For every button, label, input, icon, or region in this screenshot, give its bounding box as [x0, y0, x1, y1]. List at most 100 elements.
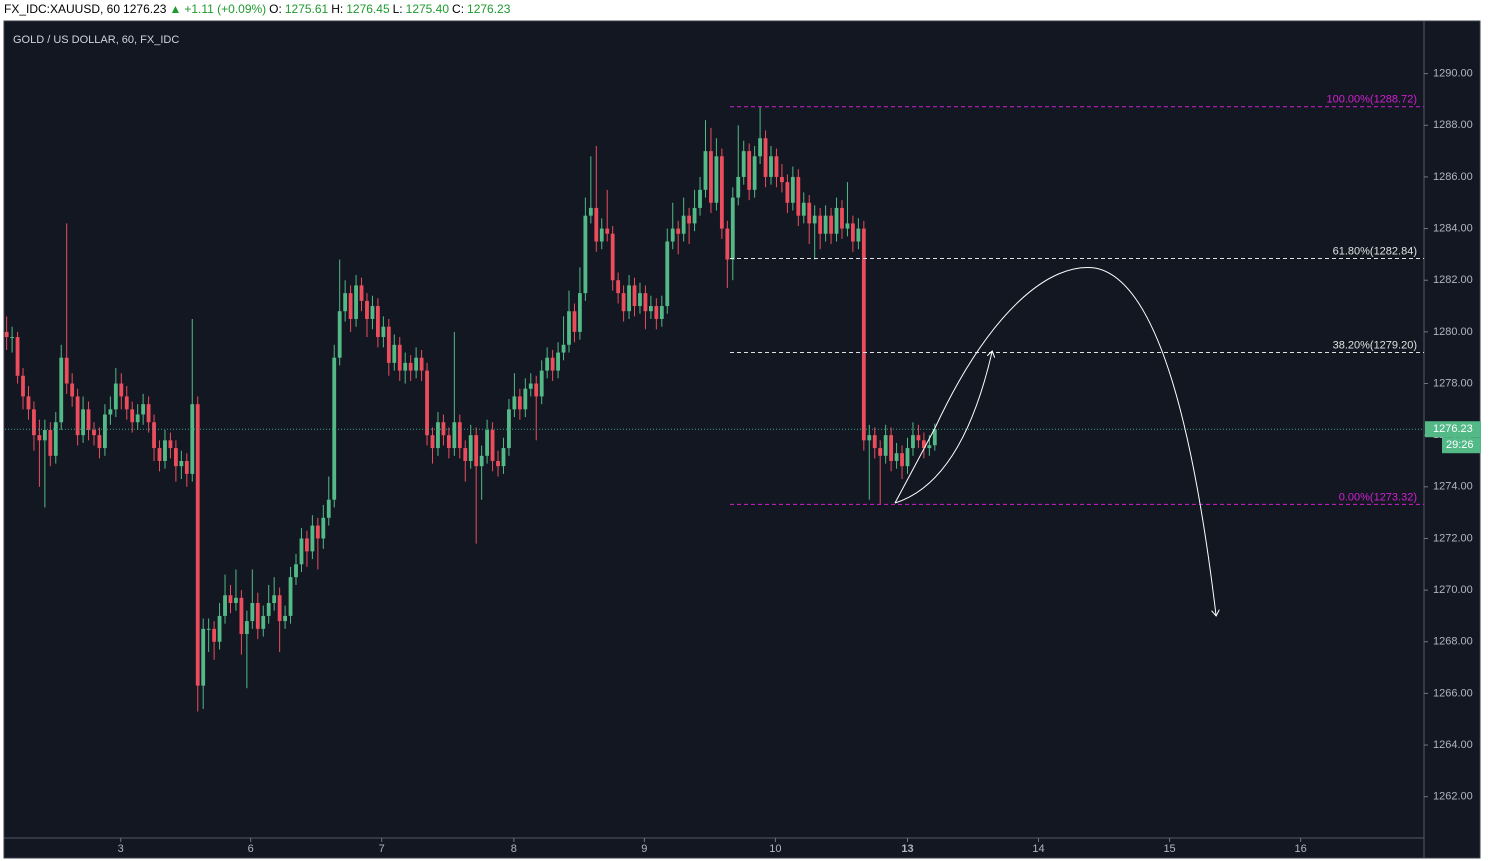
y-tick-label: 1284.00: [1433, 222, 1473, 234]
candle-body: [610, 233, 615, 281]
candle-body: [872, 435, 877, 449]
candle-body: [168, 440, 173, 449]
candle-body: [244, 621, 249, 634]
candle-body: [490, 430, 495, 461]
drawn-arrow: [894, 352, 992, 504]
y-tick-label: 1286.00: [1433, 171, 1473, 183]
candle-body: [113, 383, 118, 410]
candle-body: [556, 352, 560, 371]
candle-body: [103, 414, 107, 449]
y-tick-label: 1266.00: [1433, 687, 1473, 699]
candle-body: [135, 414, 140, 423]
candle-body: [468, 435, 473, 461]
candle-body: [53, 422, 58, 456]
x-tick-label: 15: [1163, 843, 1175, 855]
high: 1276.45: [346, 2, 390, 16]
candle-body: [152, 422, 156, 449]
candle-body: [790, 176, 795, 203]
candle-body: [812, 215, 817, 224]
candle-body: [594, 207, 599, 242]
candle-body: [414, 357, 419, 371]
candle-body: [714, 156, 719, 203]
current-price-box: [1425, 421, 1481, 438]
candle-body: [119, 383, 124, 397]
up-arrow: ▲: [169, 2, 182, 16]
candle-body: [654, 306, 659, 319]
candle-body: [850, 223, 855, 242]
candle-body: [665, 241, 670, 307]
candle-body: [927, 445, 932, 449]
candle-body: [457, 422, 462, 449]
y-tick-label: 1262.00: [1433, 791, 1473, 803]
y-tick-label: 1278.00: [1433, 377, 1473, 389]
candle-body: [234, 597, 238, 604]
candle-body: [130, 409, 135, 423]
candle-body: [545, 357, 550, 371]
candle-body: [785, 182, 790, 203]
candle-body: [632, 285, 637, 307]
y-tick-label: 1274.00: [1433, 481, 1473, 493]
candle-body: [343, 293, 348, 312]
candle-body: [900, 453, 904, 467]
candle-body: [507, 409, 511, 449]
c-label: C:: [452, 2, 465, 16]
candle-body: [769, 156, 773, 177]
candle-body: [741, 151, 746, 177]
candle-body: [572, 311, 577, 332]
candle-body: [397, 344, 402, 371]
drawn-line: [894, 427, 936, 504]
candle-body: [528, 383, 533, 389]
candle-body: [403, 362, 408, 371]
low: 1275.40: [405, 2, 450, 16]
candle-body: [758, 138, 763, 157]
candle-body: [217, 615, 222, 642]
candle-body: [59, 357, 64, 423]
candle-body: [92, 430, 96, 436]
candle-body: [184, 460, 189, 474]
candle-body: [75, 396, 80, 436]
candle-body: [299, 538, 304, 565]
candle-body: [780, 176, 784, 183]
candle-body: [283, 615, 287, 622]
candle-body: [911, 435, 915, 449]
candle-body: [239, 597, 244, 634]
candle-body: [108, 409, 113, 415]
candle-body: [386, 326, 391, 363]
candle-body: [408, 362, 413, 371]
candle-body: [801, 202, 806, 216]
candle-body: [501, 448, 506, 467]
candle-body: [381, 326, 386, 338]
candle-body: [921, 440, 926, 449]
chart-title: GOLD / US DOLLAR, 60, FX_IDC: [13, 34, 179, 46]
candle-body: [463, 448, 468, 461]
candle-body: [124, 396, 129, 410]
symbol: FX_IDC:XAUUSD, 60: [4, 2, 121, 16]
candle-body: [752, 156, 757, 190]
y-tick-label: 1288.00: [1433, 119, 1473, 131]
candle-body: [310, 525, 315, 552]
candle-body: [567, 311, 571, 345]
candle-body: [359, 285, 364, 301]
candle-body: [588, 207, 593, 216]
candle-body: [834, 207, 839, 234]
candle-body: [97, 435, 102, 449]
candle-body: [173, 448, 178, 467]
candle-body: [157, 448, 162, 461]
x-tick-label: 9: [641, 843, 647, 855]
x-tick-label: 6: [248, 843, 254, 855]
candle-body: [703, 151, 708, 190]
candle-body: [496, 460, 500, 467]
candle-body: [288, 577, 293, 616]
candle-body: [474, 435, 479, 467]
candle-body: [648, 306, 653, 312]
y-tick-label: 1270.00: [1433, 584, 1473, 596]
x-tick-label: 3: [118, 843, 124, 855]
y-tick-label: 1268.00: [1433, 636, 1473, 648]
drawn-arrow: [934, 267, 1216, 615]
candle-body: [392, 344, 397, 363]
candle-body: [550, 357, 555, 371]
candle-body: [845, 223, 850, 229]
candle-body: [419, 357, 424, 371]
open: 1275.61: [284, 2, 329, 16]
